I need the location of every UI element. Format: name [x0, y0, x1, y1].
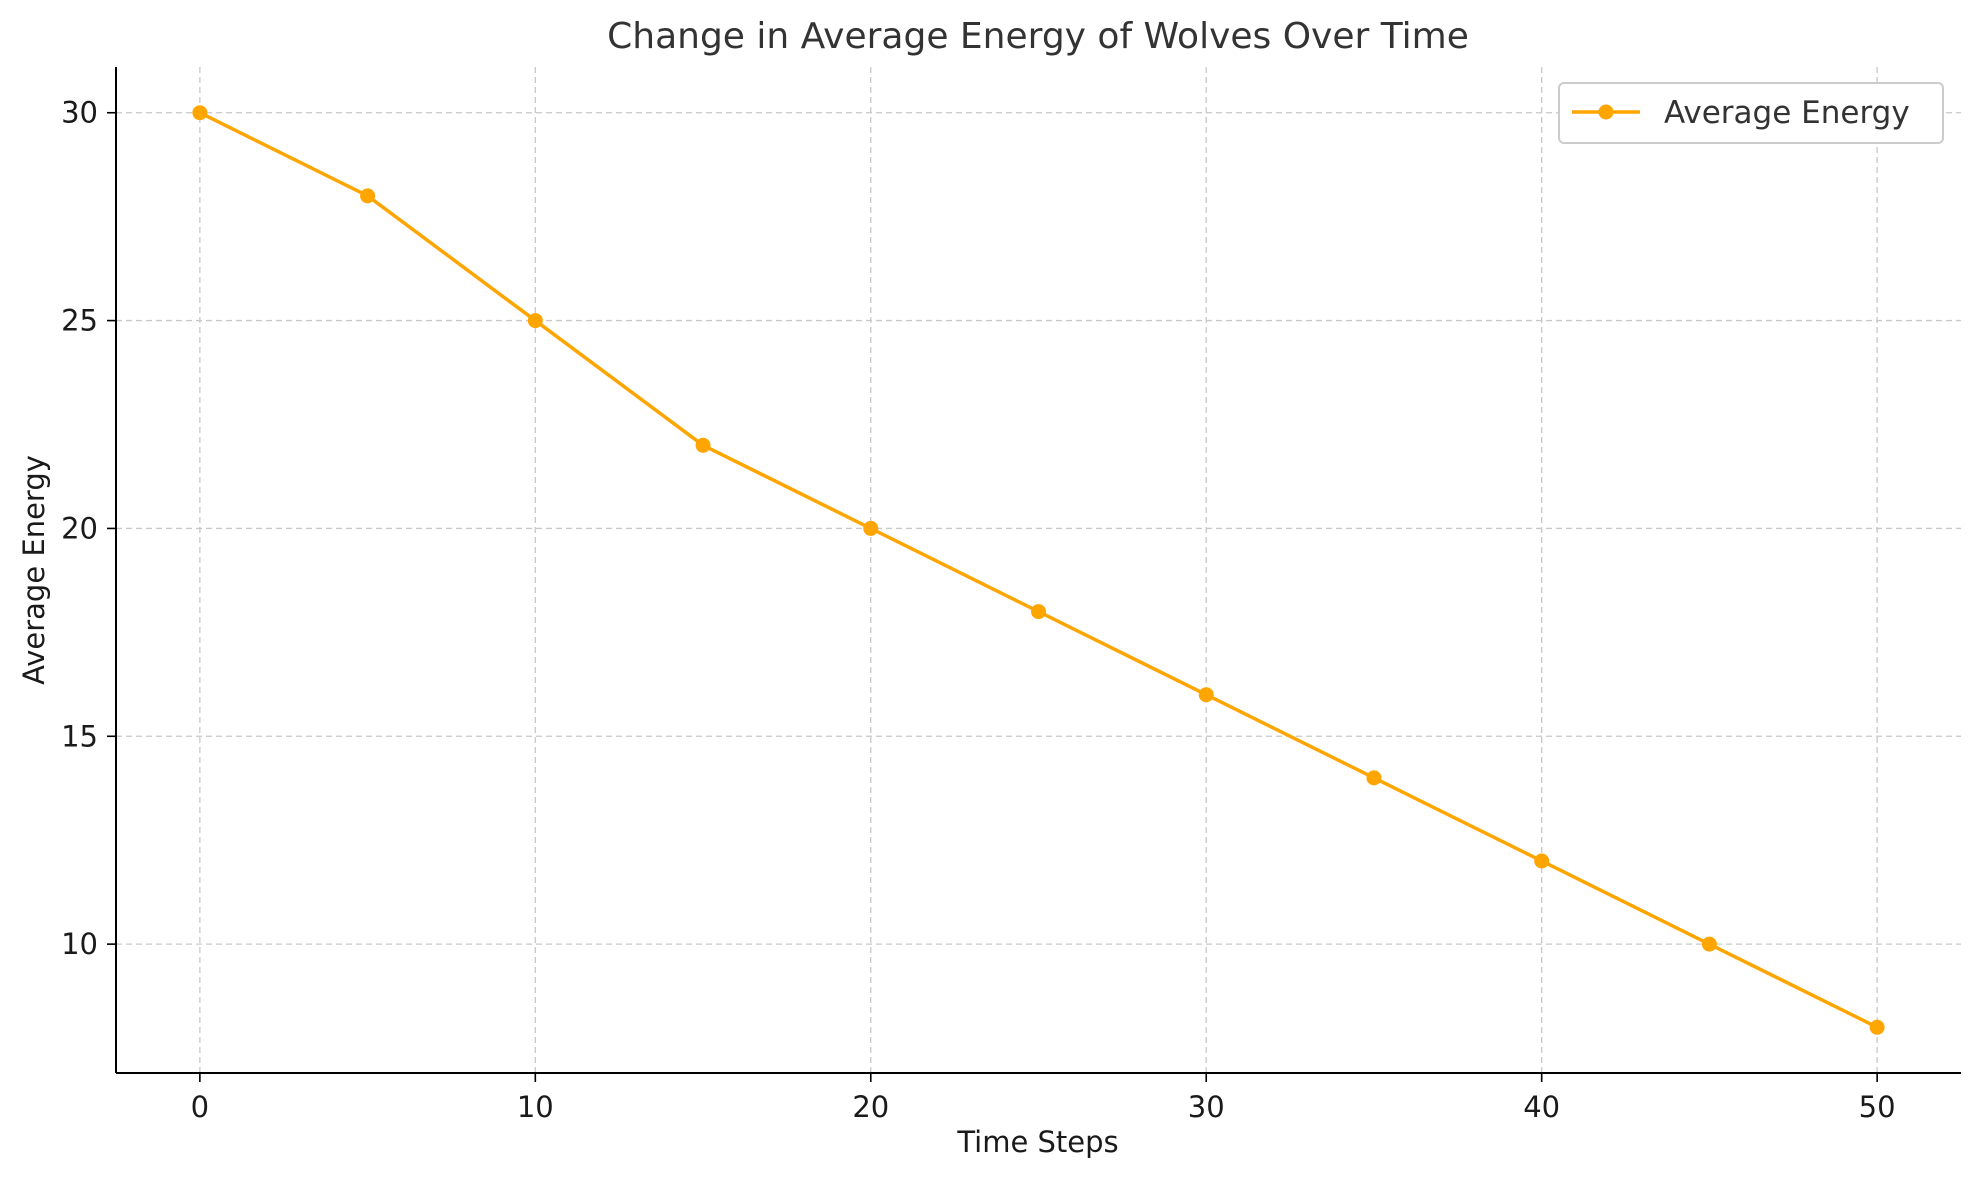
data-point — [695, 437, 711, 453]
y-axis-label: Average Energy — [17, 455, 51, 685]
x-tick-label: 30 — [1188, 1090, 1225, 1124]
data-point — [1701, 936, 1717, 952]
data-point — [1198, 687, 1214, 703]
y-tick-label: 30 — [61, 96, 98, 130]
y-ticks: 10 15 20 25 30 — [61, 96, 116, 961]
data-point — [360, 188, 376, 204]
data-point — [1534, 853, 1550, 869]
legend-label: Average Energy — [1664, 95, 1910, 131]
x-tick-label: 40 — [1523, 1090, 1560, 1124]
axes — [115, 67, 1961, 1074]
data-point — [1869, 1019, 1885, 1035]
data-point — [527, 313, 543, 329]
x-tick-label: 20 — [852, 1090, 889, 1124]
chart-title: Change in Average Energy of Wolves Over … — [607, 16, 1469, 57]
x-tick-label: 0 — [191, 1090, 209, 1124]
x-axis-label: Time Steps — [956, 1125, 1118, 1159]
legend: Average Energy — [1558, 82, 1944, 144]
x-tick-label: 50 — [1859, 1090, 1896, 1124]
data-point — [1366, 770, 1382, 786]
x-tick-label: 10 — [517, 1090, 554, 1124]
data-point — [1031, 604, 1046, 620]
y-tick-label: 10 — [61, 927, 98, 961]
grid-lines — [116, 67, 1961, 1073]
legend-marker — [1598, 104, 1614, 120]
y-tick-label: 20 — [61, 511, 98, 545]
series-group — [192, 105, 1885, 1035]
series-line — [199, 111, 1878, 1029]
data-point — [192, 105, 208, 121]
y-tick-label: 15 — [61, 719, 98, 753]
y-tick-label: 25 — [61, 304, 98, 338]
x-ticks: 0 10 20 30 40 50 — [191, 1073, 1896, 1124]
legend-box — [1558, 82, 1944, 144]
data-point — [863, 520, 879, 536]
